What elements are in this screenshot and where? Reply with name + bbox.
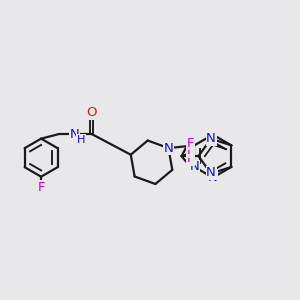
Text: N: N (206, 132, 216, 145)
Text: F: F (186, 152, 194, 165)
Text: N: N (206, 167, 216, 179)
Text: N: N (164, 142, 173, 154)
Text: N: N (70, 128, 80, 141)
Text: H: H (77, 135, 85, 145)
Text: F: F (186, 137, 194, 150)
Text: F: F (186, 144, 194, 157)
Text: N: N (208, 171, 218, 184)
Text: F: F (38, 181, 45, 194)
Text: N: N (189, 160, 199, 173)
Text: O: O (86, 106, 97, 119)
